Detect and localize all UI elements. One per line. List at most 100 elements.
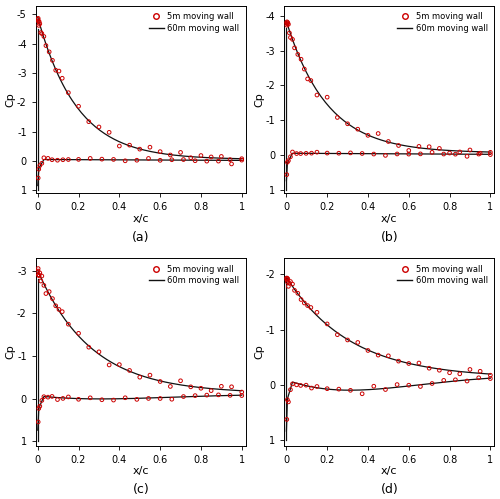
Point: [34, 267, 42, 275]
Point: [346, 386, 354, 394]
Point: [168, 395, 176, 403]
Point: [304, 301, 312, 309]
Point: [300, 299, 308, 307]
Text: (d): (d): [380, 483, 398, 496]
Point: [36, 20, 44, 28]
Point: [166, 151, 174, 159]
Point: [36, 402, 44, 410]
Point: [297, 295, 305, 303]
Point: [307, 303, 315, 311]
Point: [40, 281, 48, 289]
Point: [286, 279, 294, 287]
Point: [48, 294, 56, 302]
Point: [286, 386, 294, 394]
Point: [374, 351, 382, 359]
Point: [126, 141, 134, 149]
Point: [37, 277, 45, 285]
Point: [105, 361, 113, 369]
X-axis label: x/c: x/c: [381, 466, 398, 476]
Point: [283, 275, 291, 283]
Point: [290, 44, 298, 52]
Point: [286, 277, 294, 285]
Point: [286, 153, 294, 161]
Point: [476, 149, 484, 157]
Point: [382, 151, 390, 159]
Point: [64, 393, 72, 401]
Point: [110, 155, 118, 163]
Point: [40, 393, 48, 401]
Point: [35, 405, 43, 413]
Point: [156, 395, 164, 403]
Point: [416, 383, 424, 391]
Point: [428, 380, 436, 388]
Point: [176, 148, 184, 156]
Point: [58, 74, 66, 82]
Point: [284, 398, 292, 406]
Point: [191, 157, 199, 165]
Point: [176, 377, 184, 385]
Point: [302, 149, 310, 157]
Text: (a): (a): [132, 231, 150, 244]
Point: [436, 366, 444, 374]
Point: [86, 394, 94, 402]
Point: [40, 32, 48, 40]
Point: [466, 146, 474, 154]
Point: [452, 150, 460, 158]
X-axis label: x/c: x/c: [132, 466, 149, 476]
Point: [238, 155, 246, 163]
Point: [156, 148, 164, 156]
Point: [121, 394, 129, 402]
Point: [284, 20, 292, 28]
Point: [364, 346, 372, 354]
Point: [226, 156, 234, 164]
Point: [323, 385, 331, 393]
Point: [288, 380, 296, 388]
Point: [382, 386, 390, 394]
Point: [405, 147, 413, 155]
Point: [180, 156, 188, 164]
Point: [335, 149, 343, 157]
Point: [334, 113, 342, 121]
Point: [59, 394, 67, 402]
Point: [486, 148, 494, 156]
Point: [85, 343, 93, 351]
Point: [35, 17, 43, 25]
Point: [344, 120, 351, 128]
Point: [42, 289, 50, 297]
Point: [474, 374, 482, 382]
Point: [136, 373, 144, 381]
Point: [38, 272, 46, 280]
Point: [133, 156, 141, 164]
Point: [110, 396, 118, 404]
Point: [486, 375, 494, 383]
Point: [133, 395, 141, 403]
Point: [415, 359, 423, 367]
Point: [42, 41, 50, 49]
Point: [297, 55, 305, 63]
Point: [284, 396, 292, 404]
Point: [486, 151, 494, 159]
Point: [374, 130, 382, 138]
Point: [296, 381, 304, 389]
Point: [304, 75, 312, 83]
Point: [59, 156, 67, 164]
Point: [34, 15, 42, 23]
Point: [313, 148, 321, 156]
Point: [214, 391, 222, 399]
Y-axis label: Cp: Cp: [254, 344, 264, 359]
Point: [34, 418, 42, 426]
Point: [197, 152, 205, 160]
Point: [52, 302, 60, 310]
Point: [313, 383, 321, 391]
Point: [290, 286, 298, 294]
Point: [187, 154, 195, 162]
Point: [105, 128, 113, 136]
Point: [38, 159, 46, 167]
Point: [288, 35, 296, 43]
Point: [440, 376, 448, 384]
Point: [294, 50, 302, 58]
Point: [452, 376, 460, 384]
Point: [323, 320, 331, 328]
Y-axis label: Cp: Cp: [6, 92, 16, 107]
Point: [308, 149, 316, 157]
